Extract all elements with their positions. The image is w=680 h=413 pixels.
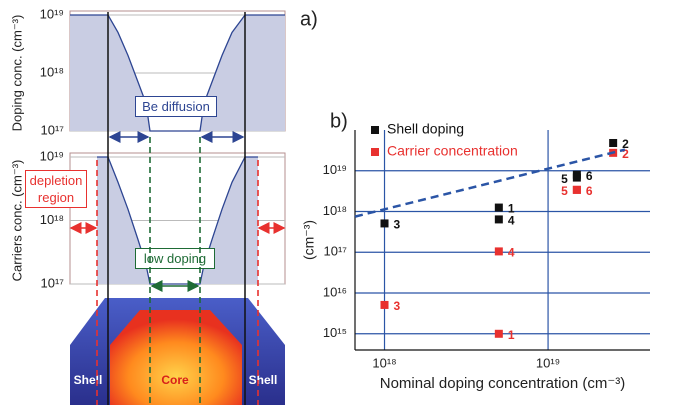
y-tick-label: 10¹⁷ — [41, 275, 65, 290]
y-tick-label: 10¹⁷ — [41, 122, 65, 137]
point-label: 4 — [508, 214, 515, 228]
point-label: 6 — [586, 169, 593, 183]
schematic-label: Shell — [74, 373, 103, 387]
y-axis-label: Doping conc. (cm⁻³) — [9, 15, 24, 132]
point — [495, 204, 503, 212]
nanowire-schematic: Shell Core Shell — [70, 298, 285, 405]
point — [495, 247, 503, 255]
point — [573, 174, 581, 182]
y-tick-label: 10¹⁸ — [40, 64, 64, 79]
point — [381, 219, 389, 227]
panel-label: a) — [300, 8, 318, 30]
x-axis-label: Nominal doping concentration (cm⁻³) — [380, 375, 626, 392]
y-tick-label: 10¹⁹ — [40, 148, 64, 163]
figure: a) b) 10¹⁷ 10¹⁸ 10¹⁹ Doping conc. (cm⁻³) Be … — [0, 0, 680, 413]
y-tick-label: 10¹⁶ — [323, 284, 347, 299]
point — [381, 301, 389, 309]
point-label: 6 — [586, 184, 593, 198]
point-label: 3 — [394, 299, 401, 313]
x-tick-label: 10¹⁹ — [536, 355, 560, 370]
annotation-text: Be diffusion — [135, 96, 217, 117]
annotation-text: depletion region — [25, 170, 87, 208]
legend-marker — [371, 126, 379, 134]
point — [573, 186, 581, 194]
x-tick-label: 10¹⁸ — [372, 355, 396, 370]
point-label: 4 — [508, 246, 515, 260]
annotation-text: low doping — [135, 248, 215, 269]
y-tick-label: 10¹⁹ — [40, 6, 64, 21]
annotation: Be diffusion — [135, 96, 217, 118]
point-label: 3 — [394, 218, 401, 232]
legend-label: Shell doping — [387, 121, 464, 137]
point-label: 5 — [561, 184, 568, 198]
point — [609, 139, 617, 147]
y-tick-label: 10¹⁷ — [324, 244, 348, 259]
y-axis-label: (cm⁻³) — [301, 220, 317, 260]
legend-marker — [371, 148, 379, 156]
point-label: 1 — [508, 328, 515, 342]
panel-label: b) — [330, 110, 348, 132]
y-tick-label: 10¹⁵ — [323, 325, 347, 340]
point — [495, 330, 503, 338]
point — [495, 215, 503, 223]
y-tick-label: 10¹⁸ — [40, 212, 64, 227]
core-shape — [110, 310, 242, 405]
schematic-label: Shell — [249, 373, 278, 387]
schematic-label: Core — [161, 373, 189, 387]
y-axis-label: Carriers conc. (cm⁻³) — [9, 160, 24, 282]
legend-label: Carrier concentration — [387, 143, 518, 159]
trend-line — [355, 150, 625, 217]
annotation: depletion region — [25, 170, 87, 210]
y-tick-label: 10¹⁹ — [323, 162, 347, 177]
y-tick-label: 10¹⁸ — [323, 203, 347, 218]
annotation: low doping — [135, 248, 215, 270]
